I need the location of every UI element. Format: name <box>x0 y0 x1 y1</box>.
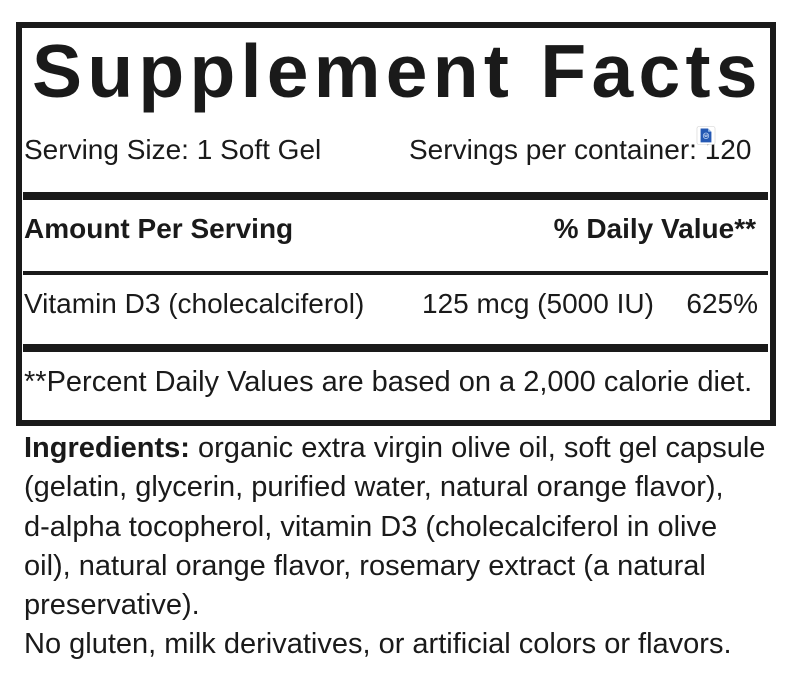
svg-text:W: W <box>704 134 708 138</box>
